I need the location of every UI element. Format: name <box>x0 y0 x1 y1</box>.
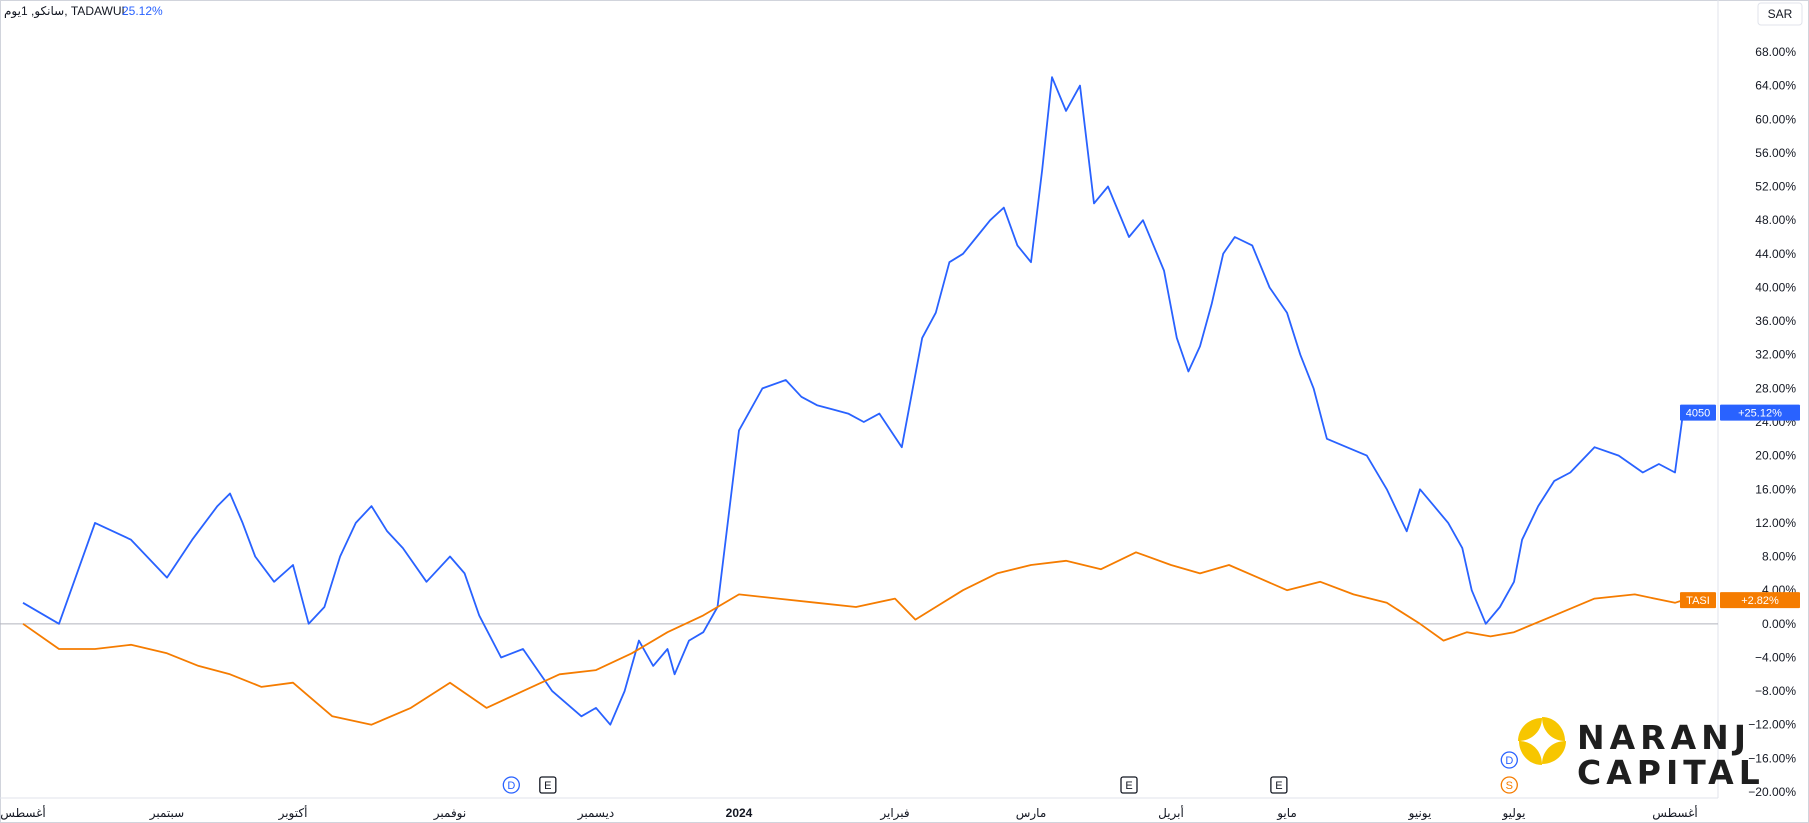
currency-label[interactable]: SAR <box>1768 7 1793 21</box>
y-tick-label: 0.00% <box>1762 617 1796 631</box>
last-value-label-TASI: TASI +2.82% <box>1680 592 1800 609</box>
event-marker-letter: D <box>1505 755 1513 767</box>
symbol-info[interactable]: سانكو, 1يوم, TADAWUL <box>4 4 129 19</box>
event-marker-s-icon[interactable]: S <box>1500 776 1518 794</box>
y-tick-label: 64.00% <box>1755 79 1796 93</box>
event-marker-letter: E <box>544 780 551 792</box>
event-marker-e-icon[interactable]: E <box>1120 776 1138 794</box>
event-marker-d-icon[interactable]: D <box>502 776 520 794</box>
event-marker-e-icon[interactable]: E <box>539 776 557 794</box>
x-tick-label: سبتمبر <box>149 806 184 821</box>
y-tick-label: 44.00% <box>1755 247 1796 261</box>
y-tick-label: 8.00% <box>1762 550 1796 564</box>
series-last-value: +25.12% <box>1738 408 1782 420</box>
y-tick-label: 28.00% <box>1755 381 1796 395</box>
event-marker-letter: S <box>1506 780 1513 792</box>
logo-line-1: NARANJ <box>1577 718 1751 757</box>
x-tick-label: مايو <box>1276 806 1297 821</box>
y-tick-label: 20.00% <box>1755 449 1796 463</box>
x-tick-label: فبراير <box>879 806 909 821</box>
x-tick-label: 2024 <box>726 806 753 820</box>
x-tick-label: مارس <box>1016 806 1047 821</box>
x-tick-label: نوفمبر <box>433 806 466 821</box>
y-tick-label: −8.00% <box>1755 684 1796 698</box>
x-tick-label: يوليو <box>1501 806 1525 821</box>
last-value-label-4050: 4050 +25.12% <box>1680 404 1800 421</box>
series-layer <box>22 76 1684 726</box>
y-tick-label: 16.00% <box>1755 482 1796 496</box>
y-tick-label: 12.00% <box>1755 516 1796 530</box>
logo-line-2: CAPITAL <box>1577 753 1765 792</box>
series-line-TASI[interactable] <box>22 551 1684 726</box>
currency-button[interactable]: SAR <box>1757 2 1803 26</box>
y-tick-label: 32.00% <box>1755 348 1796 362</box>
y-tick-label: 60.00% <box>1755 112 1796 126</box>
event-markers: D E E E D S <box>502 751 1518 794</box>
series-name-tag: TASI <box>1686 595 1710 607</box>
x-tick-label: أغسطس <box>0 805 45 821</box>
x-tick-label: ديسمبر <box>577 806 615 821</box>
series-name-tag: 4050 <box>1686 408 1710 420</box>
x-axis: أغسطس سبتمبر أكتوبر نوفمبر ديسمبر 2024 فبراير م… <box>0 805 1697 821</box>
change-percent: 25.12% <box>122 4 163 18</box>
y-tick-label: 52.00% <box>1755 180 1796 194</box>
y-tick-label: 40.00% <box>1755 280 1796 294</box>
series-line-4050[interactable] <box>22 76 1684 726</box>
last-value-labels: 4050 +25.12% TASI +2.82% <box>1680 404 1800 609</box>
x-tick-label: يونيو <box>1408 806 1432 821</box>
y-tick-label: 48.00% <box>1755 213 1796 227</box>
event-marker-letter: E <box>1275 780 1282 792</box>
y-tick-label: 68.00% <box>1755 45 1796 59</box>
x-tick-label: أغسطس <box>1652 805 1697 821</box>
y-tick-label: −20.00% <box>1748 785 1796 799</box>
x-tick-label: أكتوبر <box>278 805 308 821</box>
series-last-value: +2.82% <box>1741 595 1779 607</box>
naranj-capital-logo: NARANJ CAPITAL <box>1518 717 1765 792</box>
y-tick-label: −12.00% <box>1748 718 1796 732</box>
y-tick-label: −16.00% <box>1748 751 1796 765</box>
event-marker-letter: D <box>507 780 515 792</box>
y-axis: 68.00% 64.00% 60.00% 56.00% 52.00% 48.00% 44.0… <box>1748 45 1796 799</box>
y-tick-label: 36.00% <box>1755 314 1796 328</box>
y-tick-label: 56.00% <box>1755 146 1796 160</box>
event-marker-d-icon[interactable]: D <box>1500 751 1518 769</box>
event-marker-letter: E <box>1125 780 1132 792</box>
logo-mark-icon <box>1518 717 1566 765</box>
x-tick-label: أبريل <box>1158 805 1184 821</box>
y-tick-label: −4.00% <box>1755 650 1796 664</box>
event-marker-e-icon[interactable]: E <box>1270 776 1288 794</box>
